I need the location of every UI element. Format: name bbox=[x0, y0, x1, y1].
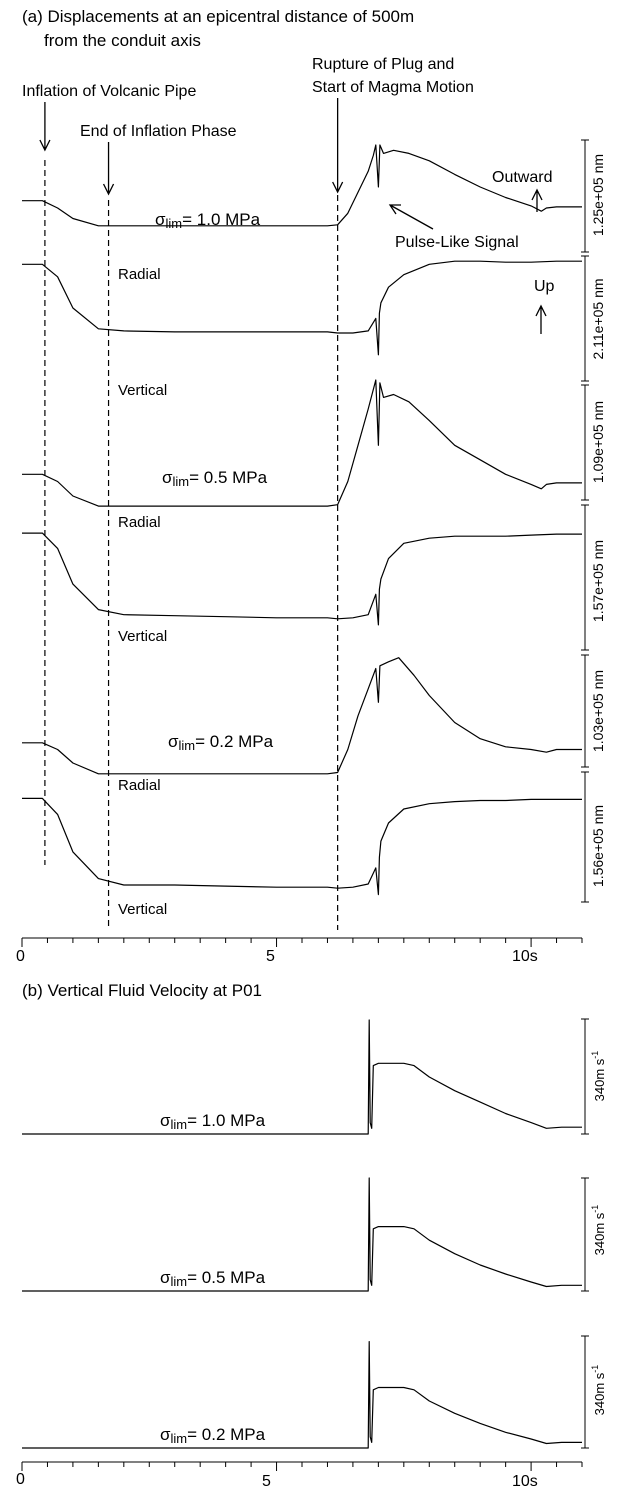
scale-label-b-2: 340m s-1 bbox=[590, 1205, 607, 1256]
scale-bar-b-1 bbox=[581, 1018, 589, 1135]
panel-a-scale-bars bbox=[581, 139, 589, 903]
scale-bar-a-1 bbox=[581, 139, 589, 253]
x-axis-b bbox=[21, 1461, 583, 1471]
svg-text:340m s-1: 340m s-1 bbox=[590, 1365, 607, 1416]
annotation-arrows bbox=[39, 98, 547, 334]
trace-b-2 bbox=[22, 1177, 582, 1292]
scale-label-a-4: 1.57e+05 nm bbox=[590, 540, 606, 622]
x-axis-a bbox=[21, 937, 583, 947]
component-label-vertical-1: Vertical bbox=[118, 382, 167, 399]
panel-b-scale-bars bbox=[581, 1018, 589, 1449]
trace-a-1 bbox=[22, 144, 582, 227]
sigma-label-a-3: σlim= 0.2 MPa bbox=[168, 732, 274, 753]
scale-bar-a-3 bbox=[581, 384, 589, 501]
event-lines bbox=[44, 160, 339, 930]
panel-b-traces bbox=[22, 1019, 582, 1449]
x-tick-label-b-5: 5 bbox=[262, 1473, 271, 1490]
component-label-radial-1: Radial bbox=[118, 266, 161, 283]
scale-label-b-3: 340m s-1 bbox=[590, 1365, 607, 1416]
component-label-vertical-2: Vertical bbox=[118, 628, 167, 645]
arrow-inflation-icon bbox=[39, 102, 51, 152]
component-label-radial-2: Radial bbox=[118, 514, 161, 531]
annotation-pulse: Pulse-Like Signal bbox=[395, 234, 519, 251]
scale-bar-a-2 bbox=[581, 255, 589, 382]
trace-a-5 bbox=[22, 657, 582, 775]
panel-b-title: (b) Vertical Fluid Velocity at P01 bbox=[22, 981, 262, 1000]
scale-bar-a-4 bbox=[581, 504, 589, 651]
scale-bar-a-6 bbox=[581, 771, 589, 903]
scale-bar-b-3 bbox=[581, 1335, 589, 1449]
annotation-rupture-line2: Start of Magma Motion bbox=[312, 79, 474, 96]
annotation-inflation: Inflation of Volcanic Pipe bbox=[22, 83, 196, 100]
scale-bar-a-5 bbox=[581, 654, 589, 768]
x-tick-label-b-0: 0 bbox=[16, 1471, 25, 1488]
trace-a-3 bbox=[22, 379, 582, 507]
scale-label-a-5: 1.03e+05 nm bbox=[590, 670, 606, 752]
svg-text:σlim= 1.0 MPa: σlim= 1.0 MPa bbox=[155, 210, 261, 231]
svg-text:σlim= 1.0 MPa: σlim= 1.0 MPa bbox=[160, 1111, 266, 1132]
trace-a-4 bbox=[22, 532, 582, 626]
x-tick-label-a-0: 0 bbox=[16, 948, 25, 965]
sigma-label-b-3: σlim= 0.2 MPa bbox=[160, 1425, 266, 1446]
component-label-radial-3: Radial bbox=[118, 777, 161, 794]
scale-bar-b-2 bbox=[581, 1177, 589, 1292]
scale-label-b-1: 340m s-1 bbox=[590, 1051, 607, 1102]
panel-a-title-line2: from the conduit axis bbox=[44, 31, 201, 50]
svg-text:σlim= 0.5 MPa: σlim= 0.5 MPa bbox=[162, 468, 268, 489]
arrow-end-inflation-icon bbox=[102, 142, 115, 196]
svg-text:σlim= 0.2 MPa: σlim= 0.2 MPa bbox=[168, 732, 274, 753]
annotation-rupture-line1: Rupture of Plug and bbox=[312, 56, 454, 73]
trace-a-2 bbox=[22, 260, 582, 356]
scale-label-a-3: 1.09e+05 nm bbox=[590, 401, 606, 483]
x-tick-label-b-10: 10s bbox=[512, 1473, 538, 1490]
trace-a-6 bbox=[22, 797, 582, 896]
svg-text:340m s-1: 340m s-1 bbox=[590, 1205, 607, 1256]
sigma-label-b-2: σlim= 0.5 MPa bbox=[160, 1268, 266, 1289]
sigma-label-a-1: σlim= 1.0 MPa bbox=[155, 210, 261, 231]
annotation-up: Up bbox=[534, 278, 555, 295]
arrow-pulse-icon bbox=[388, 204, 434, 230]
sigma-label-b-1: σlim= 1.0 MPa bbox=[160, 1111, 266, 1132]
annotation-outward: Outward bbox=[492, 169, 552, 186]
panel-a-title: (a) Displacements at an epicentral dista… bbox=[22, 7, 414, 26]
arrow-up-icon bbox=[535, 304, 547, 334]
x-tick-label-a-5: 5 bbox=[266, 948, 275, 965]
trace-b-1 bbox=[22, 1019, 582, 1135]
x-tick-label-a-10: 10s bbox=[512, 948, 538, 965]
scale-label-a-2: 2.11e+05 nm bbox=[590, 278, 606, 359]
sigma-label-a-2: σlim= 0.5 MPa bbox=[162, 468, 268, 489]
svg-text:340m s-1: 340m s-1 bbox=[590, 1051, 607, 1102]
scale-label-a-1: 1.25e+05 nm bbox=[590, 154, 606, 236]
scale-label-a-6: 1.56e+05 nm bbox=[590, 805, 606, 887]
annotation-end-inflation: End of Inflation Phase bbox=[80, 123, 237, 140]
svg-text:σlim= 0.5 MPa: σlim= 0.5 MPa bbox=[160, 1268, 266, 1289]
arrow-rupture-icon bbox=[332, 98, 344, 194]
trace-b-3 bbox=[22, 1341, 582, 1449]
component-label-vertical-3: Vertical bbox=[118, 901, 167, 918]
svg-text:σlim= 0.2 MPa: σlim= 0.2 MPa bbox=[160, 1425, 266, 1446]
panel-a-traces bbox=[22, 144, 582, 896]
